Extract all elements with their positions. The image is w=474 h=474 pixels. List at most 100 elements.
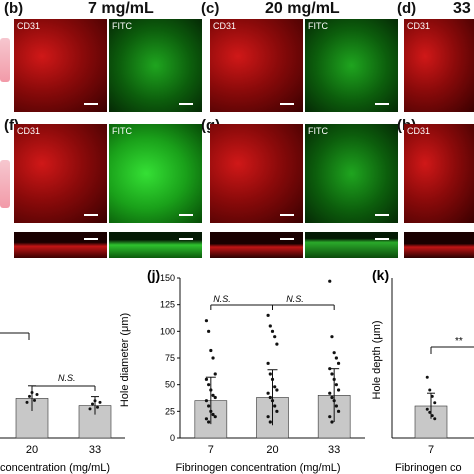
channel-label-fitc: FITC (112, 126, 132, 136)
data-point (266, 415, 270, 419)
data-point (204, 319, 209, 323)
scale-bar (375, 238, 389, 240)
data-point (268, 324, 272, 328)
data-point (275, 388, 279, 392)
micrograph-f-cd31: CD31 (14, 124, 107, 223)
data-point (336, 361, 341, 365)
x-tick-label: 7 (208, 444, 214, 456)
data-point (88, 407, 92, 411)
data-point (204, 417, 209, 421)
scale-bar (375, 103, 389, 105)
micrograph-b-cd31: CD31 (14, 19, 107, 112)
data-point (334, 404, 338, 408)
chart-k: (k) Hole depth (μm) ** 7 Fibrinogen co (371, 267, 474, 474)
data-point (91, 402, 94, 406)
y-tick-label: 125 (160, 300, 175, 310)
x-tick-label: 7 (428, 444, 434, 456)
x-axis-label: Fibrinogen co (395, 462, 462, 474)
micrograph-g-cd31 (210, 124, 303, 223)
data-point (270, 329, 275, 333)
data-point (93, 399, 97, 403)
data-point (213, 372, 217, 376)
scale-bar (280, 238, 294, 240)
data-point (330, 335, 334, 339)
data-point (430, 414, 434, 418)
y-axis-label: Hole depth (μm) (371, 320, 383, 399)
panel-title-d: 33 (453, 0, 471, 17)
data-point (428, 388, 432, 392)
data-point (209, 409, 213, 413)
data-point (332, 399, 336, 403)
y-tick-label: 25 (165, 406, 175, 416)
scale-bar (179, 214, 193, 216)
data-point (207, 329, 211, 333)
data-point (330, 420, 334, 424)
scale-bar (84, 103, 98, 105)
data-point (213, 395, 217, 400)
channel-label-cd31: CD31 (407, 21, 431, 31)
y-tick-label: 75 (165, 353, 175, 363)
data-point (266, 313, 270, 317)
panel-label-j: (j) (147, 267, 160, 283)
cross-section-f-cd31 (14, 232, 107, 258)
data-point (328, 415, 332, 419)
data-point (30, 390, 34, 394)
data-point (433, 417, 437, 421)
gel-tube-illustration (0, 38, 10, 82)
micrograph-h-cd31: CD31 (404, 124, 474, 223)
data-point (213, 415, 217, 419)
data-point (273, 404, 277, 408)
data-point (96, 405, 99, 409)
data-point (328, 391, 332, 395)
panel-title-b: 7 mg/mL (88, 0, 154, 17)
channel-label-cd31: CD31 (213, 21, 237, 31)
panel-label-c: (c) (201, 0, 220, 17)
data-point (266, 361, 270, 365)
data-point (268, 372, 272, 376)
data-point (209, 348, 213, 353)
data-point (430, 394, 434, 398)
data-point (268, 420, 272, 424)
data-point (211, 393, 215, 397)
cross-section-f-fitc (109, 232, 202, 258)
micrograph-c-cd31: CD31 (210, 19, 303, 112)
panel-label-b: (b) (4, 0, 24, 17)
cross-section-h-cd31 (404, 232, 474, 258)
data-point (433, 401, 437, 405)
data-point (207, 404, 211, 408)
data-point (209, 388, 213, 392)
micrograph-g-fitc: FITC (305, 124, 398, 223)
micrograph-d-cd31: CD31 (404, 19, 474, 112)
data-point (330, 372, 334, 376)
data-point (334, 383, 338, 387)
data-point (207, 420, 211, 424)
cross-section-g-fitc (305, 232, 398, 258)
data-point (35, 392, 39, 396)
micrograph-b-fitc: FITC (109, 19, 202, 112)
x-axis-label: Fibrinogen concentration (mg/mL) (175, 462, 340, 474)
channel-label-fitc: FITC (308, 126, 328, 136)
data-point (98, 400, 102, 404)
data-point (211, 412, 215, 417)
y-tick-label: 150 (160, 273, 175, 283)
gel-tube-illustration-2 (0, 160, 10, 208)
x-axis-label: concentration (mg/mL) (0, 462, 110, 474)
data-point (336, 409, 341, 413)
ns-label-2: N.S. (286, 294, 304, 304)
data-point (204, 377, 209, 381)
data-point (425, 407, 429, 411)
channel-label-fitc: FITC (112, 21, 132, 31)
scale-bar (84, 238, 98, 240)
data-point (334, 356, 338, 360)
scale-bar (179, 103, 193, 105)
panel-label-d: (d) (397, 0, 417, 17)
data-point (266, 391, 270, 395)
data-point (28, 394, 31, 398)
data-point (332, 351, 336, 355)
data-point (336, 388, 341, 392)
scale-bar (375, 214, 389, 216)
chart-left: N.S. 20 33 concentration (mg/mL) (0, 332, 125, 474)
y-tick-label: 50 (165, 380, 175, 390)
y-tick-label: 0 (170, 433, 175, 443)
